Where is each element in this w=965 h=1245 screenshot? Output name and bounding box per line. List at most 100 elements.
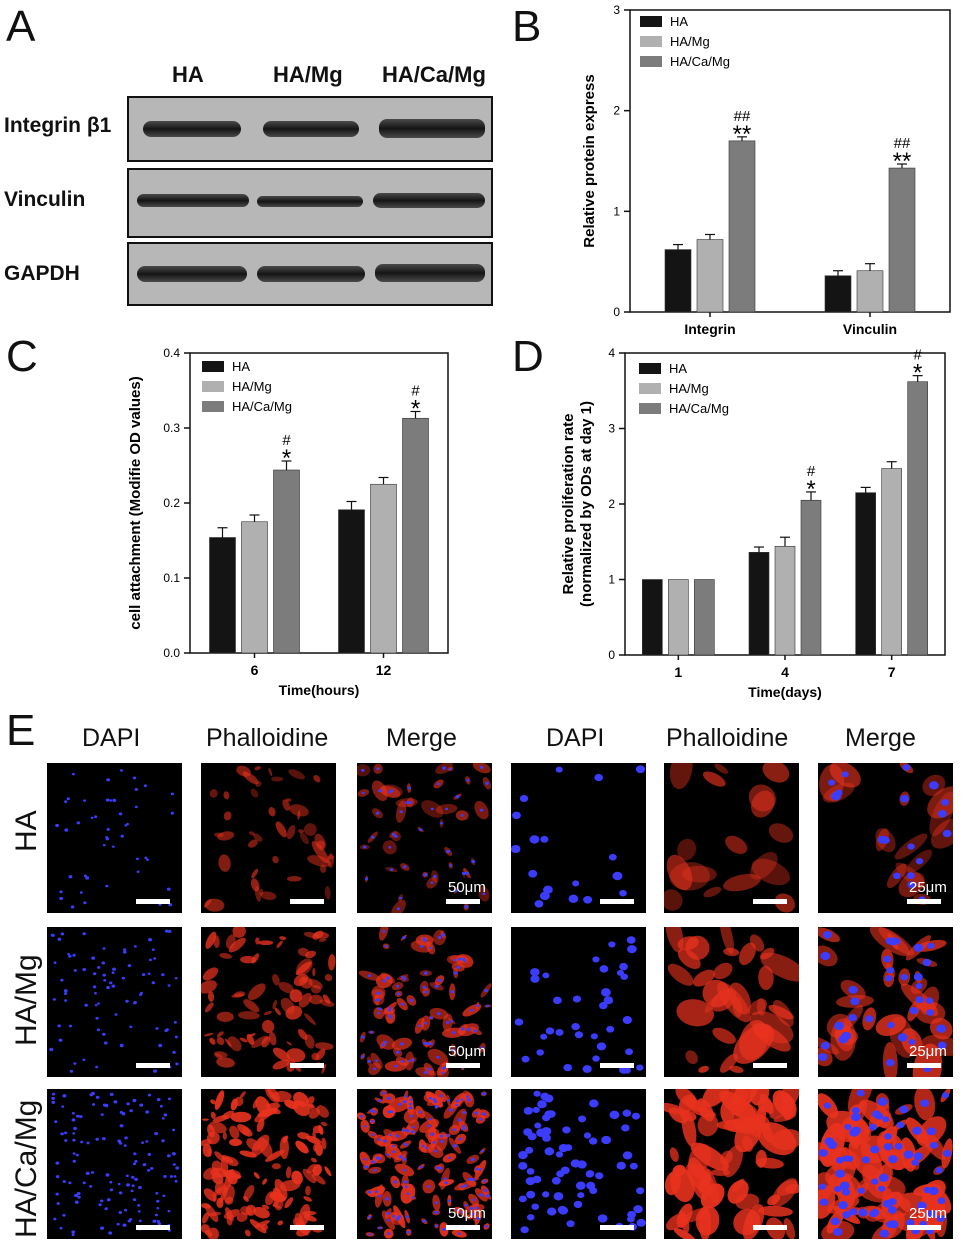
actin-mark (230, 1111, 252, 1123)
nucleus-mark (546, 1110, 556, 1118)
actin-mark (271, 1090, 292, 1103)
nucleus-mark (437, 935, 442, 940)
nucleus-mark (159, 1104, 163, 1108)
nucleus-mark (429, 946, 433, 950)
actin-mark (240, 955, 257, 964)
nucleus-mark (942, 1149, 952, 1157)
bar-ha-7 (855, 492, 876, 656)
y-tick-label: 0.0 (163, 646, 180, 660)
nucleus-mark (92, 972, 97, 976)
nucleus-mark (71, 1111, 75, 1115)
actin-mark (207, 1227, 219, 1239)
nucleus-mark (455, 1208, 459, 1212)
bar-ha-4 (748, 552, 770, 656)
y-tick-label: 3 (608, 422, 615, 436)
actin-mark (218, 854, 231, 872)
nucleus-mark (437, 1012, 441, 1016)
actin-mark (219, 952, 232, 959)
nucleus-mark (441, 933, 445, 937)
nucleus-mark (636, 1187, 645, 1195)
bar-ha-integrin (664, 249, 692, 313)
nucleus-mark (539, 891, 550, 901)
nucleus-mark (530, 968, 540, 977)
nucleus-mark (137, 1210, 141, 1213)
nucleus-mark (95, 1016, 99, 1020)
nucleus-mark (582, 1065, 592, 1073)
nucleus-mark (164, 1029, 168, 1033)
nucleus-mark (631, 1112, 641, 1120)
nucleus-mark (906, 872, 915, 880)
nucleus-mark (485, 781, 489, 785)
actin-mark (203, 899, 212, 908)
nucleus-mark (134, 787, 139, 791)
nucleus-mark (423, 873, 428, 877)
significance-mark: # (913, 347, 922, 364)
actin-mark (236, 765, 251, 777)
nucleus-mark (164, 929, 169, 933)
actin-mark (214, 1090, 225, 1110)
nucleus-mark (465, 1095, 469, 1098)
nucleus-mark (822, 930, 833, 939)
row-label-ha-ca-mg: HA/Ca/Mg (10, 1099, 43, 1238)
nucleus-mark (555, 1151, 564, 1158)
nucleus-mark (408, 1106, 413, 1110)
nucleus-mark (387, 1232, 391, 1236)
nucleus-mark (375, 811, 380, 815)
nucleus-mark (434, 1104, 439, 1109)
nucleus-mark (50, 933, 55, 937)
nucleus-mark (132, 776, 137, 780)
scale-bar-label: 25μm (909, 879, 947, 896)
nucleus-mark (472, 1212, 476, 1216)
x-tick-label: Vinculin (843, 321, 897, 337)
y-axis-label: Relative protein express (581, 74, 598, 247)
band-integrin-ha-ca-mg (379, 119, 485, 138)
nucleus-mark (885, 1059, 895, 1067)
actin-mark (732, 1178, 745, 1192)
nucleus-mark (520, 1226, 529, 1234)
nucleus-mark (555, 1029, 564, 1036)
nucleus-mark (59, 890, 63, 894)
nucleus-mark (434, 1210, 439, 1215)
nucleus-mark (467, 1177, 472, 1181)
nucleus-mark (372, 1110, 376, 1114)
actin-mark (271, 776, 284, 782)
nucleus-mark (60, 978, 64, 982)
nucleus-mark (402, 936, 406, 940)
actin-mark (262, 1019, 275, 1034)
micro-tile-ha-merge-low-mag: 50μm (357, 763, 492, 913)
actin-mark (272, 999, 277, 1010)
nucleus-mark (411, 1058, 415, 1062)
nucleus-mark (419, 945, 424, 948)
legend-swatch (640, 56, 662, 67)
header-merge-left: Merge (386, 724, 457, 752)
nucleus-mark (167, 1097, 172, 1101)
actin-mark (324, 885, 331, 900)
nucleus-mark (391, 832, 395, 836)
nucleus-mark (430, 1133, 434, 1137)
actin-mark (205, 1002, 214, 1013)
plot-frame (629, 9, 951, 313)
nucleus-mark (482, 1179, 487, 1183)
nucleus-mark (388, 845, 392, 849)
nucleus-mark (372, 1067, 376, 1071)
nucleus-mark (93, 992, 97, 995)
nucleus-mark (441, 1071, 445, 1075)
actin-mark (767, 1194, 781, 1206)
nucleus-mark (908, 1038, 916, 1046)
actin-mark (228, 937, 246, 953)
nucleus-mark (68, 1181, 72, 1185)
bar-ha-mg-vinculin (856, 270, 884, 313)
nucleus-mark (386, 1153, 390, 1156)
actin-mark (379, 927, 389, 941)
nucleus-mark (608, 941, 616, 948)
actin-mark (258, 940, 274, 946)
nucleus-mark (820, 951, 831, 961)
x-tick-label: Integrin (684, 321, 735, 337)
nucleus-mark (361, 791, 365, 795)
actin-mark (217, 831, 235, 841)
band-vinculin-ha-ca-mg (373, 193, 485, 208)
actin-mark (260, 891, 277, 901)
actin-mark (748, 784, 776, 812)
bar-ha-mg-4 (774, 545, 796, 656)
nucleus-mark (374, 1190, 379, 1193)
